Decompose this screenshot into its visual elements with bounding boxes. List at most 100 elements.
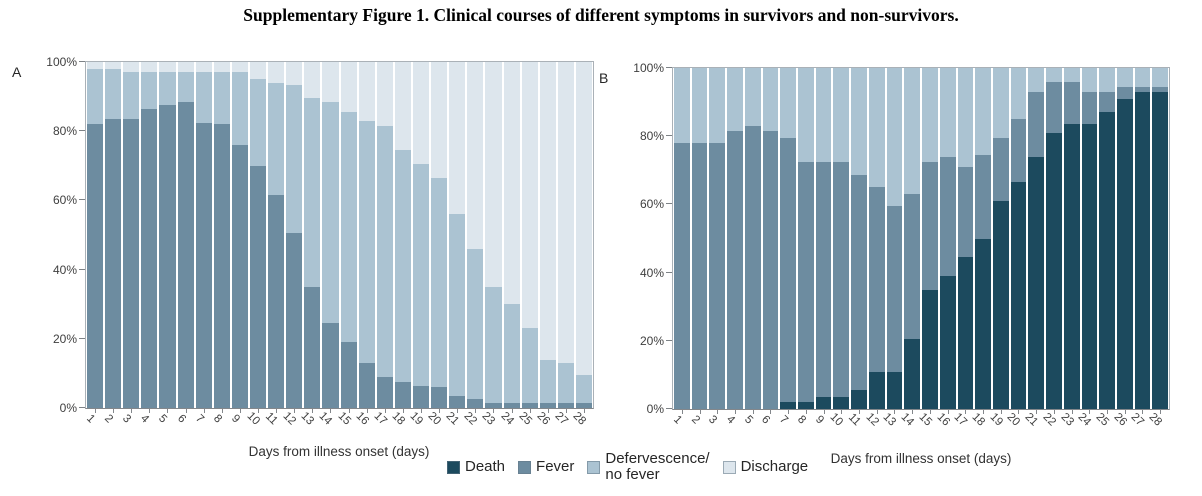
x-tick-label: 26 — [1111, 411, 1129, 429]
y-tick-mark — [79, 199, 85, 201]
bar-segment-defervescence-no-fever — [1116, 68, 1133, 87]
bar-segment-fever — [1010, 119, 1027, 183]
bar-segment-defervescence-no-fever — [851, 68, 867, 176]
bar-segment-death — [975, 238, 991, 409]
bar-segment-discharge — [177, 62, 194, 73]
x-tick-label: 19 — [987, 411, 1005, 429]
bar-segment-fever — [1063, 81, 1080, 125]
legend-label-discharge: Discharge — [740, 458, 809, 475]
panel-a-plot: 0% 20% 40% 60% 80% 100% 1 2 3 4 5 6 7 8 9 10 11 12 13 14 15 1… — [46, 55, 594, 428]
bar-segment-fever — [868, 187, 885, 372]
stacked-bar-day-14 — [903, 68, 921, 409]
x-tick-label: 23 — [1058, 411, 1076, 429]
y-tick-label: 80% — [52, 124, 77, 139]
x-tick-mark — [1018, 410, 1020, 414]
x-tick-label: 6 — [174, 412, 188, 426]
stacked-bar-day-19 — [412, 62, 430, 408]
bar-segment-defervescence-no-fever — [957, 68, 974, 167]
bar-segment-fever — [1099, 91, 1115, 113]
fever-swatch-icon — [518, 460, 532, 474]
stacked-bar-day-25 — [521, 62, 539, 408]
x-tick-mark — [1160, 410, 1162, 414]
x-tick-label: 3 — [120, 412, 134, 426]
bar-segment-death — [1081, 124, 1098, 409]
bar-segment-fever — [709, 143, 726, 409]
x-tick-label: 2 — [688, 413, 702, 427]
discharge-swatch-icon — [722, 460, 736, 474]
bar-segment-defervescence-no-fever — [87, 68, 104, 125]
y-tick-label: 60% — [639, 197, 664, 212]
bar-segment-defervescence-no-fever — [709, 68, 726, 144]
x-tick-mark — [402, 409, 404, 413]
bar-segment-fever — [358, 363, 375, 408]
bar-segment-fever — [1081, 91, 1098, 125]
bar-segment-defervescence-no-fever — [213, 72, 230, 125]
bar-segment-fever — [123, 119, 140, 408]
bar-segment-fever — [195, 122, 212, 408]
x-tick-mark — [752, 410, 754, 414]
stacked-bar-day-25 — [1098, 68, 1116, 409]
x-tick-mark — [681, 410, 683, 414]
x-tick-mark — [258, 409, 260, 413]
bar-segment-discharge — [286, 62, 303, 85]
bar-segment-death — [922, 289, 938, 409]
x-tick-label: 27 — [1128, 411, 1147, 429]
bar-segment-fever — [159, 105, 176, 408]
bar-segment-defervescence-no-fever — [833, 68, 850, 162]
bar-segment-defervescence-no-fever — [467, 248, 484, 400]
legend-label-death: Death — [465, 458, 506, 475]
legend-item-discharge: Discharge — [722, 458, 809, 475]
x-tick-label: 12 — [280, 410, 299, 428]
bar-segment-death — [1152, 91, 1169, 409]
bar-segment-death — [957, 257, 974, 409]
x-tick-mark — [1124, 410, 1126, 414]
bar-segment-defervescence-no-fever — [159, 72, 176, 106]
bar-segment-death — [904, 339, 921, 409]
stacked-bar-day-14 — [321, 62, 339, 408]
bar-segment-defervescence-no-fever — [744, 68, 761, 126]
y-tick-label: 40% — [52, 262, 77, 277]
x-tick-label: 9 — [228, 412, 242, 426]
bar-segment-fever — [727, 131, 743, 409]
y-tick-label: 0% — [59, 401, 77, 415]
x-tick-mark — [770, 410, 772, 414]
stacked-bar-day-16 — [939, 68, 957, 409]
bar-segment-defervescence-no-fever — [123, 72, 140, 120]
panel-b-xaxis-title: Days from illness onset (days) — [830, 451, 1012, 466]
bar-segment-death — [1046, 132, 1062, 409]
bar-segment-defervescence-no-fever — [394, 150, 411, 383]
x-tick-label: 25 — [516, 410, 534, 428]
bar-segment-fever — [431, 387, 448, 408]
bar-segment-defervescence-no-fever — [431, 177, 448, 388]
panel-b-letter: B — [599, 70, 609, 86]
x-tick-label: 8 — [210, 412, 224, 426]
x-tick-label: 15 — [335, 410, 353, 428]
x-tick-label: 14 — [316, 410, 335, 428]
x-tick-mark — [239, 409, 241, 413]
stacked-bar-day-28 — [1151, 68, 1169, 409]
bar-segment-fever — [1152, 86, 1169, 92]
bar-segment-discharge — [340, 62, 357, 113]
x-tick-mark — [312, 409, 314, 413]
bar-segment-fever — [939, 156, 956, 277]
x-tick-mark — [439, 409, 441, 413]
bar-segment-defervescence-no-fever — [268, 82, 285, 196]
bar-segment-defervescence-no-fever — [575, 375, 593, 403]
x-tick-label: 11 — [262, 410, 280, 428]
stacked-bar-day-19 — [992, 68, 1010, 409]
x-tick-mark — [1089, 410, 1091, 414]
stacked-bar-day-24 — [1081, 68, 1099, 409]
stacked-bar-day-15 — [921, 68, 939, 409]
bar-segment-fever — [744, 125, 761, 409]
bar-segment-discharge — [159, 62, 176, 73]
x-tick-label: 21 — [443, 410, 462, 428]
x-tick-mark — [529, 409, 531, 413]
x-tick-mark — [1107, 410, 1108, 414]
bar-segment-defervescence-no-fever — [815, 68, 832, 162]
bar-segment-defervescence-no-fever — [485, 286, 502, 403]
x-tick-mark — [366, 409, 368, 413]
bar-segment-discharge — [304, 62, 321, 99]
x-tick-label: 7 — [192, 412, 206, 426]
bar-segment-fever — [503, 402, 520, 408]
bar-segment-discharge — [268, 62, 285, 83]
